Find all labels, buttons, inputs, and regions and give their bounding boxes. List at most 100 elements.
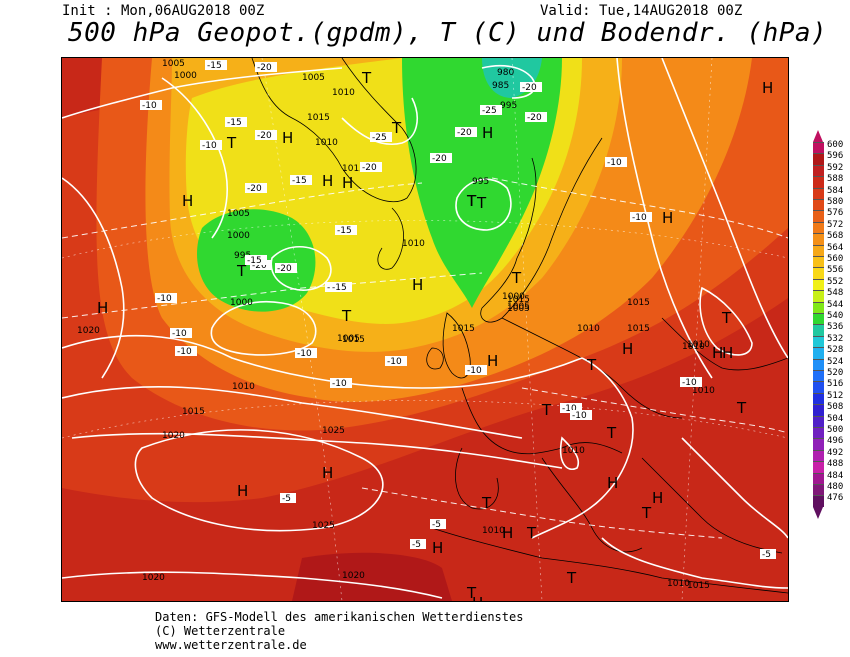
weather-map: 1005 1000 1005 1010 1015 1010 1015 1005 1000 995 1…: [61, 57, 789, 602]
legend-swatch: [813, 438, 824, 450]
temperature-label: -10: [332, 379, 347, 389]
legend-swatch: [813, 324, 824, 336]
pressure-label: 1010: [332, 88, 355, 98]
pressure-label: 1015: [342, 164, 365, 174]
legend-swatch: [813, 495, 824, 507]
legend-swatch: [813, 176, 824, 188]
temperature-label: -10: [202, 141, 217, 151]
temperature-label-box: [430, 519, 446, 529]
temperature-label: -10: [632, 213, 647, 223]
temperature-label: -15: [337, 226, 352, 236]
temperature-label-box: [760, 549, 776, 559]
legend-label: 592: [827, 162, 844, 173]
high-pressure-center: H: [237, 482, 248, 500]
high-pressure-center: H: [182, 192, 193, 210]
legend-label: 540: [827, 311, 844, 321]
low-pressure-center: T: [606, 424, 617, 442]
legend-bottom-arrow: [813, 506, 823, 519]
temperature-label-box: [330, 378, 352, 388]
legend-label: 600: [827, 140, 844, 150]
low-pressure-center: T: [511, 269, 522, 287]
legend-label: 532: [827, 333, 844, 344]
legend-label: 524: [827, 356, 844, 367]
temperature-label-box: [330, 282, 352, 292]
high-pressure-center: H: [762, 79, 773, 97]
high-pressure-center: H: [482, 124, 493, 142]
temperature-label: -20: [362, 163, 377, 173]
temperature-label-box: [295, 348, 317, 358]
legend-label: 512: [827, 390, 844, 401]
footer-copyright: (C) Wetterzentrale: [155, 624, 286, 638]
legend-label: 536: [827, 322, 844, 333]
temperature-label: -25: [482, 106, 497, 116]
temperature-label: -10: [467, 366, 482, 376]
temperature-label: -5: [282, 494, 291, 504]
high-pressure-center: H: [652, 489, 663, 507]
temperature-label: -20: [252, 261, 267, 271]
graticule: [62, 58, 788, 601]
legend-label: 548: [827, 288, 844, 299]
temperature-label-box: [290, 175, 312, 185]
legend-swatch: [813, 290, 824, 302]
temperature-label-box: [385, 356, 407, 366]
temperature-label: -10: [177, 347, 192, 357]
low-pressure-center: T: [466, 192, 477, 210]
pressure-label: 1010: [482, 526, 505, 536]
temperature-label: -10: [142, 101, 157, 111]
pressure-label: 1000: [227, 231, 250, 241]
legend-swatch: [813, 301, 824, 313]
temperature-label-box: [560, 403, 582, 413]
low-pressure-center: T: [466, 192, 477, 210]
temperature-label: -5: [412, 540, 421, 550]
legend-label: 492: [827, 447, 844, 458]
footer-data-source: Daten: GFS-Modell des amerikanischen Wet…: [155, 610, 524, 624]
init-time: Init : Mon,06AUG2018 00Z: [62, 3, 265, 19]
temperature-label: -15: [207, 61, 222, 71]
legend-label: 544: [827, 299, 844, 310]
legend-swatch: [813, 484, 824, 496]
pressure-label: 1010: [687, 340, 710, 350]
low-pressure-center: T: [226, 134, 237, 152]
pressure-label: 1005: [302, 73, 325, 83]
temperature-label: -20: [277, 264, 292, 274]
legend-label: 480: [827, 482, 844, 492]
pressure-label: 1010: [577, 324, 600, 334]
high-pressure-center: H: [97, 299, 108, 317]
high-pressure-center: H: [662, 209, 673, 227]
legend-label: 508: [827, 402, 844, 413]
pressure-label: 1010: [667, 579, 690, 589]
temperature-label-box: [205, 60, 227, 70]
legend-swatch: [813, 461, 824, 473]
temperature-label-box: [680, 377, 702, 387]
legend-swatch: [813, 313, 824, 325]
high-pressure-center: H: [502, 524, 513, 542]
temperature-label-box: [570, 410, 592, 420]
temperature-label: -10: [172, 329, 187, 339]
legend-label: 520: [827, 368, 844, 378]
legend-label: 500: [827, 425, 844, 435]
pressure-label: 1020: [77, 326, 100, 336]
high-pressure-center: H: [487, 352, 498, 370]
legend-swatch: [813, 335, 824, 348]
temperature-label: -20: [257, 63, 272, 73]
valid-time: Valid: Tue,14AUG2018 00Z: [540, 3, 743, 19]
pressure-label: 1015: [627, 298, 650, 308]
pressure-label: 985: [492, 81, 509, 91]
temperature-label-box: [360, 162, 382, 172]
temperature-label-box: [280, 493, 296, 503]
legend-label: 572: [827, 219, 844, 230]
legend-swatch: [813, 449, 824, 462]
temperature-label-box: [455, 127, 477, 137]
pressure-label: 995: [472, 177, 489, 187]
pressure-label: 1005: [162, 59, 185, 69]
temperature-label: -20: [457, 128, 472, 138]
legend-swatch: [813, 358, 824, 370]
pressure-label: 1005: [507, 302, 530, 312]
pressure-label: 1010: [232, 382, 255, 392]
legend-label: 596: [827, 151, 844, 162]
temperature-label: -10: [297, 349, 312, 359]
temperature-label-box: [225, 117, 247, 127]
legend-top-arrow: [813, 130, 823, 142]
legend-swatch: [813, 381, 824, 393]
pressure-label: 980: [497, 68, 514, 78]
